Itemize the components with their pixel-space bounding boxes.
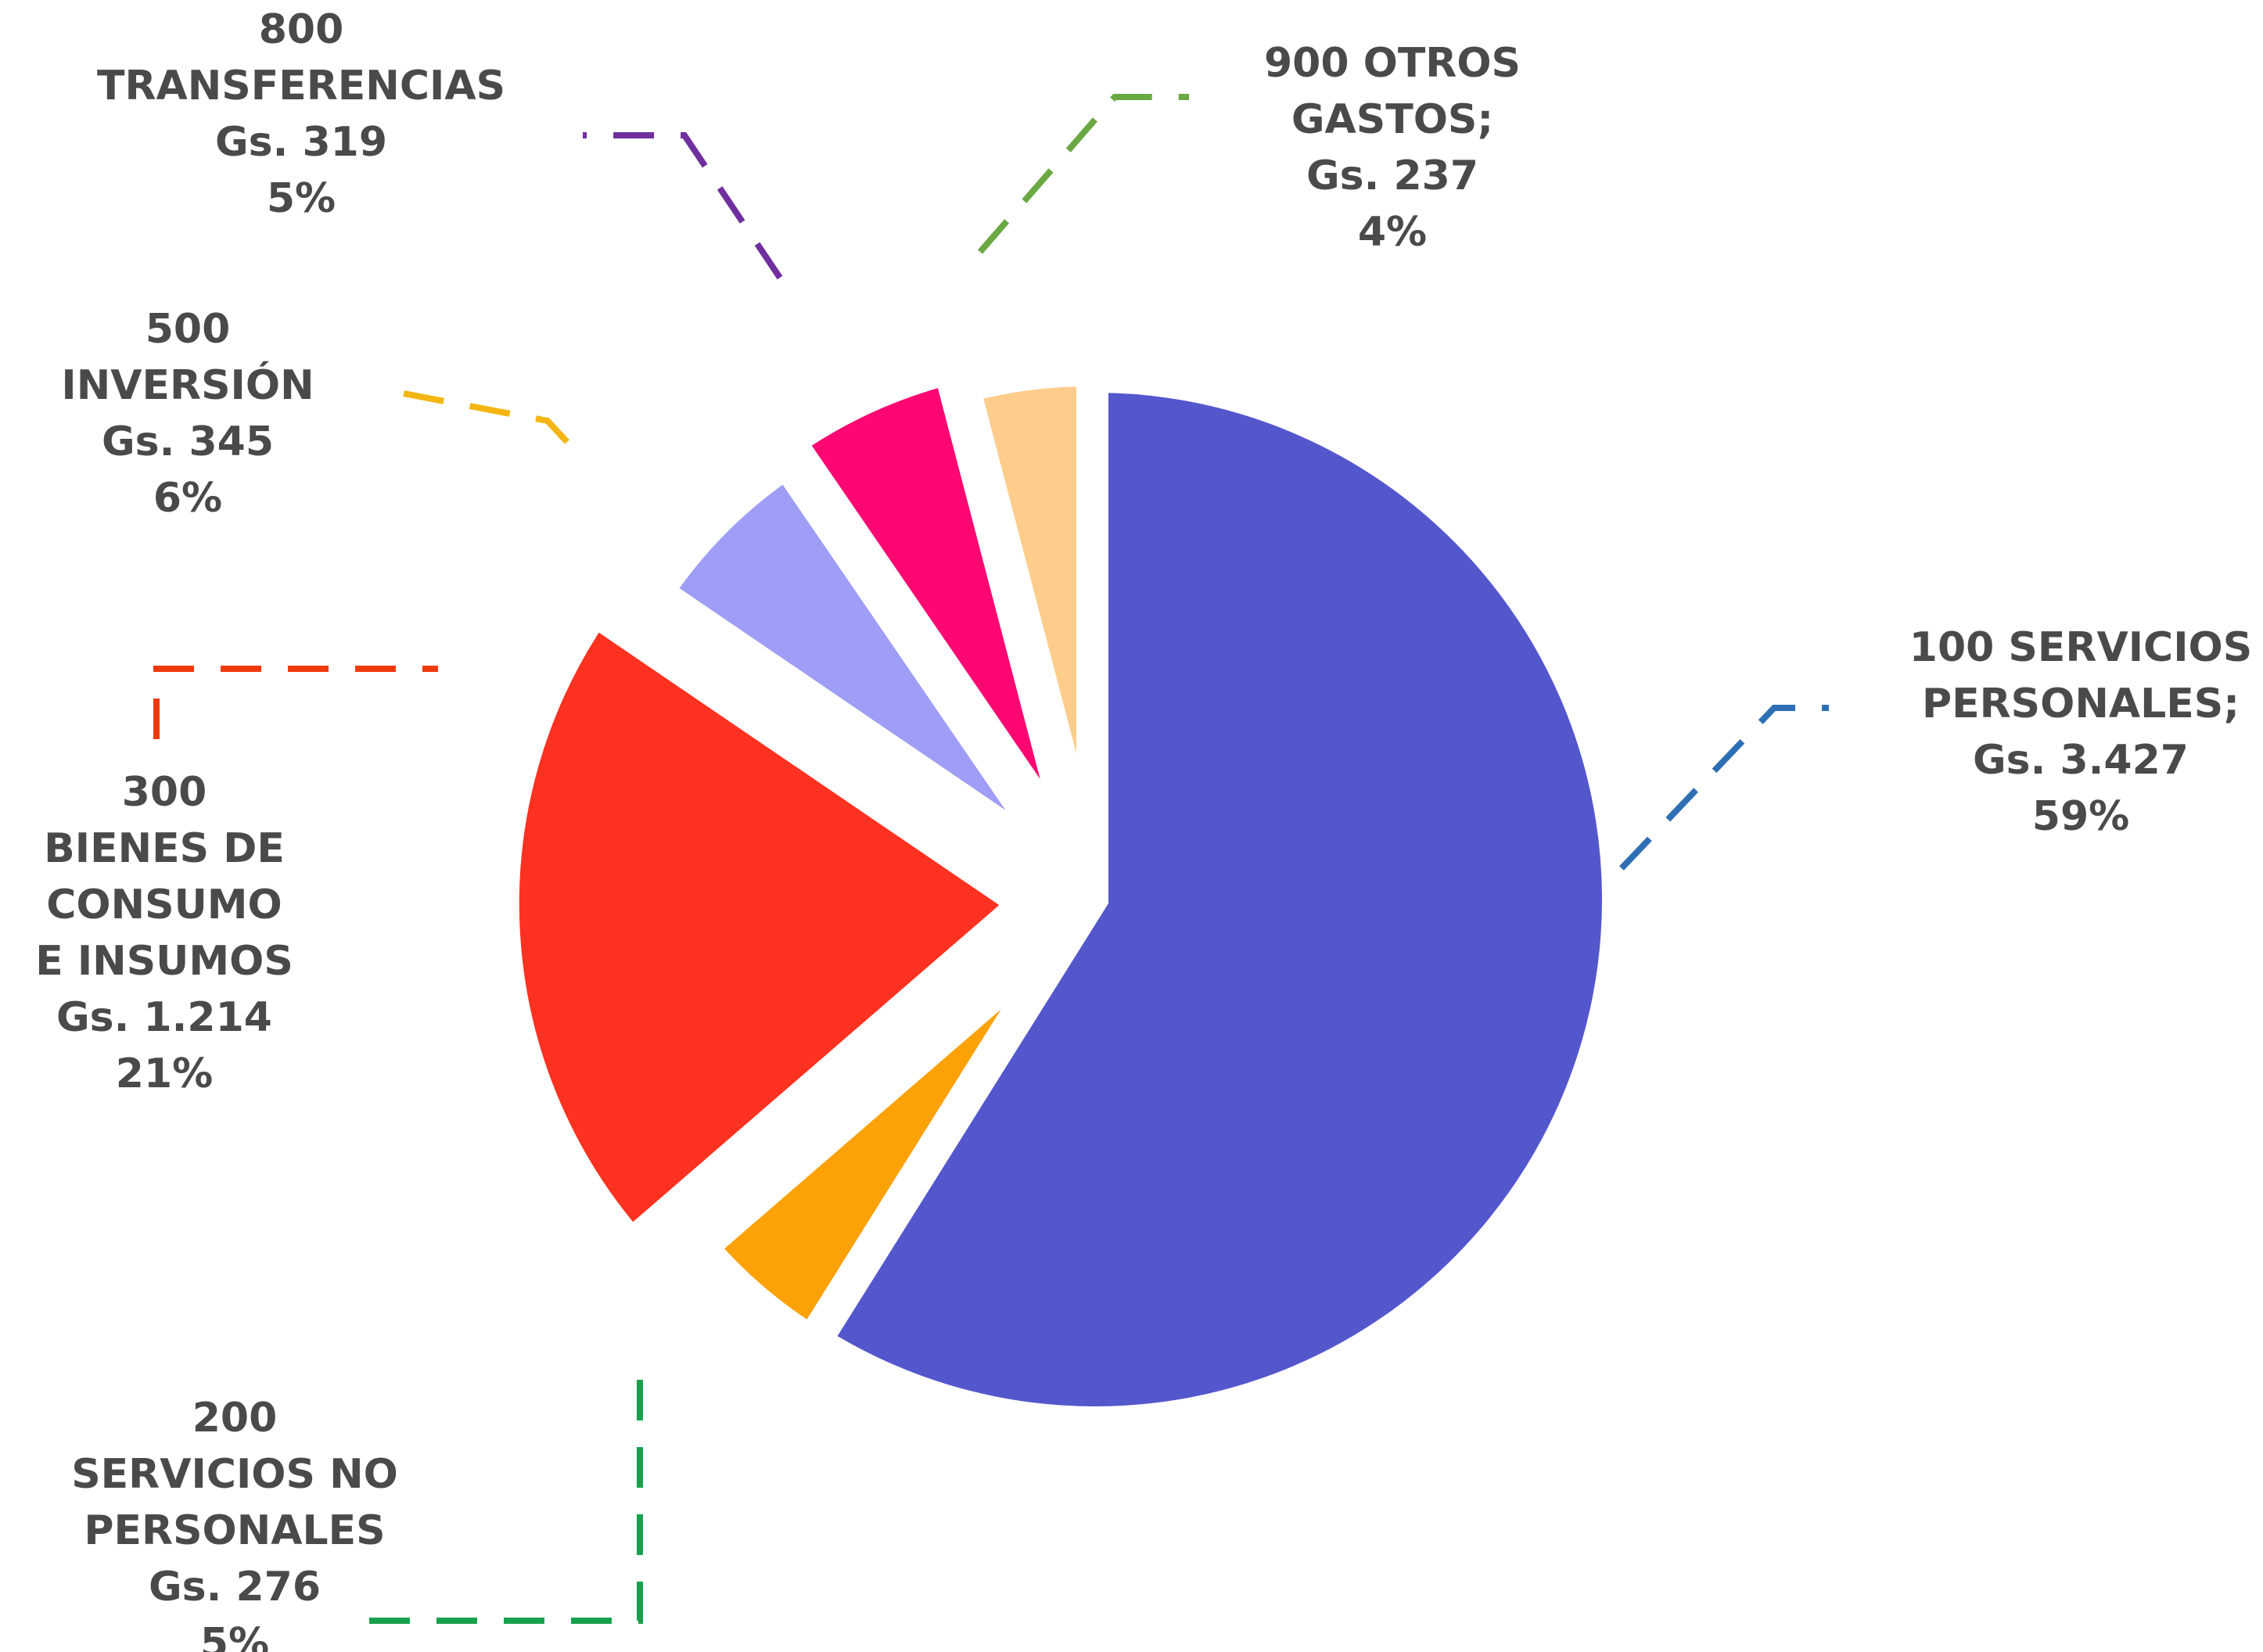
- slice-label-line: GASTOS;: [1291, 96, 1493, 143]
- slice-label-line: 300: [122, 769, 207, 816]
- slice-label-line: E INSUMOS: [35, 938, 293, 985]
- leader-line-800: [583, 132, 783, 280]
- pie-slices: [492, 355, 1629, 1433]
- slice-label-line: PERSONALES: [84, 1507, 385, 1554]
- leader-line-300: [153, 666, 438, 739]
- leader-line-200: [369, 1377, 643, 1624]
- slice-label-line: 59%: [2032, 793, 2129, 840]
- slice-label-800: 800 TRANSFERENCIAS Gs. 319 5%: [97, 6, 505, 222]
- pie-slice-100: [800, 365, 1629, 1433]
- slice-label-line: 900 OTROS: [1264, 40, 1521, 87]
- slice-label-line: 5%: [267, 175, 336, 222]
- slice-label-line: 6%: [153, 475, 222, 522]
- slice-label-line: 4%: [1358, 209, 1427, 256]
- pie-slice-800: [774, 355, 1086, 857]
- leader-line-100: [1619, 705, 1829, 871]
- slice-label-200: 200 SERVICIOS NO PERSONALES Gs. 276 5%: [71, 1395, 398, 1652]
- slice-label-100: 100 SERVICIOS PERSONALES; Gs. 3.427 59%: [1909, 624, 2252, 840]
- pie-slice-500: [642, 447, 1068, 872]
- slice-label-line: 200: [192, 1395, 278, 1442]
- leader-line-500: [390, 388, 569, 444]
- slice-label-line: PERSONALES;: [1922, 681, 2240, 727]
- slice-label-line: TRANSFERENCIAS: [97, 63, 505, 110]
- slice-label-900: 900 OTROS GASTOS; Gs. 237 4%: [1264, 40, 1521, 256]
- slice-label-500: 500 INVERSIÓN Gs. 345 6%: [61, 306, 314, 522]
- slice-label-line: Gs. 276: [149, 1564, 321, 1611]
- pie-slice-300: [492, 595, 1043, 1260]
- slice-label-line: CONSUMO: [46, 882, 282, 928]
- slice-label-line: SERVICIOS NO: [71, 1451, 398, 1498]
- slice-label-line: BIENES DE: [44, 825, 285, 872]
- slice-label-line: 500: [145, 306, 231, 353]
- slice-label-line: Gs. 3.427: [1973, 737, 2189, 784]
- slice-label-line: INVERSIÓN: [61, 361, 314, 409]
- slice-label-line: Gs. 345: [102, 418, 274, 465]
- slice-label-line: Gs. 319: [215, 119, 387, 166]
- slice-label-line: Gs. 1.214: [56, 994, 272, 1041]
- slice-label-line: Gs. 237: [1306, 153, 1478, 199]
- slice-label-line: 100 SERVICIOS: [1909, 624, 2252, 671]
- slice-label-300: 300 BIENES DE CONSUMO E INSUMOS Gs. 1.214 21%: [35, 769, 293, 1097]
- slice-label-line: 5%: [200, 1620, 269, 1652]
- slice-label-line: 800: [259, 6, 344, 53]
- pie-slice-200: [686, 931, 1071, 1356]
- slice-labels: 100 SERVICIOS PERSONALES; Gs. 3.427 59% 200 S…: [35, 6, 2252, 1652]
- leader-line-900: [977, 94, 1189, 254]
- leader-lines: [153, 94, 1829, 1624]
- pie-slice-900: [950, 359, 1103, 860]
- slice-label-line: 21%: [116, 1050, 213, 1097]
